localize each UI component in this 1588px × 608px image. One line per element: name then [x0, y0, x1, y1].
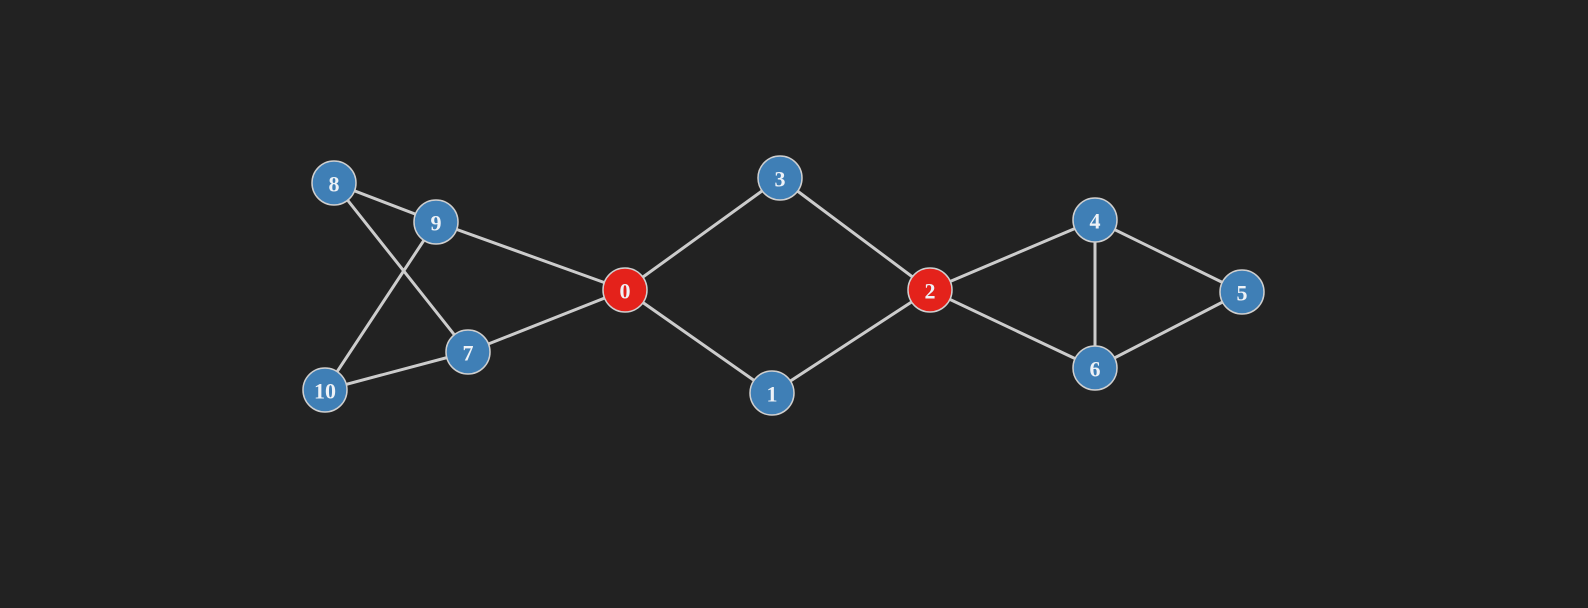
node-circle-6 — [1073, 346, 1117, 390]
node-7: 7 — [446, 330, 490, 374]
graph-background — [0, 0, 1588, 608]
node-circle-3 — [758, 156, 802, 200]
node-circle-7 — [446, 330, 490, 374]
node-8: 8 — [312, 161, 356, 205]
node-6: 6 — [1073, 346, 1117, 390]
node-circle-9 — [414, 200, 458, 244]
node-9: 9 — [414, 200, 458, 244]
node-2: 2 — [908, 268, 952, 312]
node-circle-1 — [750, 371, 794, 415]
node-circle-10 — [303, 368, 347, 412]
node-4: 4 — [1073, 198, 1117, 242]
node-circle-5 — [1220, 270, 1264, 314]
node-3: 3 — [758, 156, 802, 200]
node-circle-0 — [603, 268, 647, 312]
node-1: 1 — [750, 371, 794, 415]
node-circle-4 — [1073, 198, 1117, 242]
node-circle-8 — [312, 161, 356, 205]
node-10: 10 — [303, 368, 347, 412]
node-5: 5 — [1220, 270, 1264, 314]
node-0: 0 — [603, 268, 647, 312]
network-graph: 0 1 2 3 4 5 6 7 8 9 10 — [0, 0, 1588, 608]
node-circle-2 — [908, 268, 952, 312]
